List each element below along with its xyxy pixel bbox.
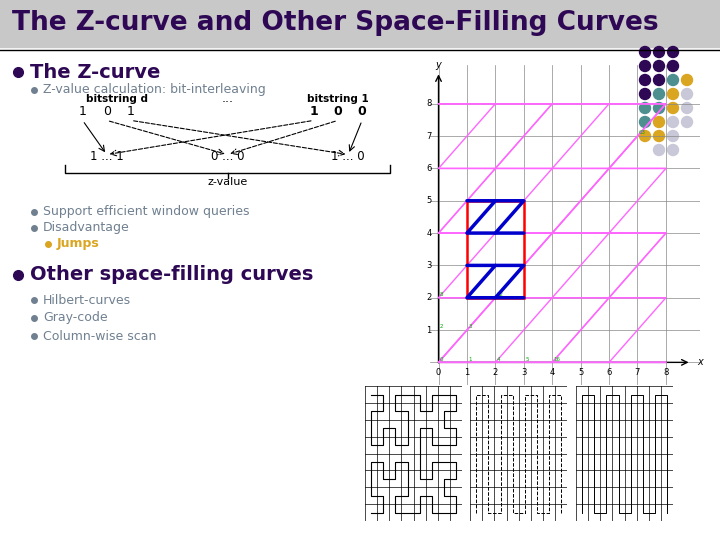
Circle shape xyxy=(667,75,678,85)
Circle shape xyxy=(667,46,678,57)
Text: 5: 5 xyxy=(525,357,528,362)
Text: 0: 0 xyxy=(358,105,366,118)
Text: ...: ... xyxy=(222,92,233,105)
Text: 0: 0 xyxy=(436,368,441,377)
Text: 4: 4 xyxy=(497,357,500,362)
Circle shape xyxy=(639,75,650,85)
Text: y: y xyxy=(436,60,441,70)
Circle shape xyxy=(682,89,693,99)
Text: 63: 63 xyxy=(639,131,646,136)
Circle shape xyxy=(639,89,650,99)
Bar xyxy=(467,201,523,298)
Circle shape xyxy=(667,60,678,71)
Text: bitstring d: bitstring d xyxy=(86,94,148,104)
Text: 3: 3 xyxy=(521,368,526,377)
Text: 0 ... 0: 0 ... 0 xyxy=(211,150,244,163)
Text: Other space-filling curves: Other space-filling curves xyxy=(30,266,313,285)
Text: 1 ... 0: 1 ... 0 xyxy=(331,150,365,163)
Circle shape xyxy=(654,103,665,113)
Text: 1: 1 xyxy=(426,326,431,335)
Text: 4: 4 xyxy=(549,368,555,377)
Text: 7: 7 xyxy=(635,368,640,377)
Text: x: x xyxy=(697,357,703,367)
Text: 32: 32 xyxy=(497,292,504,297)
Text: 2: 2 xyxy=(440,325,444,329)
Text: 8: 8 xyxy=(426,99,431,109)
Circle shape xyxy=(667,117,678,127)
Text: 0: 0 xyxy=(440,357,444,362)
Text: 1: 1 xyxy=(464,368,469,377)
Text: 1 ... 1: 1 ... 1 xyxy=(90,150,124,163)
Text: 0: 0 xyxy=(333,105,342,118)
Text: Jumps: Jumps xyxy=(57,238,100,251)
Circle shape xyxy=(667,103,678,113)
Circle shape xyxy=(682,103,693,113)
Text: 2: 2 xyxy=(426,293,431,302)
Text: 4: 4 xyxy=(426,228,431,238)
Bar xyxy=(0,0,720,47)
Circle shape xyxy=(639,117,650,127)
Circle shape xyxy=(667,145,678,156)
Text: 7: 7 xyxy=(426,132,431,140)
Text: 16: 16 xyxy=(554,357,561,362)
Text: bitstring 1: bitstring 1 xyxy=(307,94,369,104)
Circle shape xyxy=(639,103,650,113)
Circle shape xyxy=(639,46,650,57)
Circle shape xyxy=(639,131,650,141)
Circle shape xyxy=(654,75,665,85)
Circle shape xyxy=(654,145,665,156)
Circle shape xyxy=(654,89,665,99)
Text: 1: 1 xyxy=(469,357,472,362)
Text: The Z-curve: The Z-curve xyxy=(30,63,161,82)
Circle shape xyxy=(667,131,678,141)
Text: 3: 3 xyxy=(469,325,472,329)
Text: Z-value calculation: bit-interleaving: Z-value calculation: bit-interleaving xyxy=(43,84,266,97)
Text: 2: 2 xyxy=(492,368,498,377)
Circle shape xyxy=(667,89,678,99)
Circle shape xyxy=(654,117,665,127)
Text: Support efficient window queries: Support efficient window queries xyxy=(43,206,250,219)
Text: 6: 6 xyxy=(606,368,612,377)
Circle shape xyxy=(654,46,665,57)
Text: Hilbert-curves: Hilbert-curves xyxy=(43,294,131,307)
Circle shape xyxy=(654,131,665,141)
Circle shape xyxy=(682,75,693,85)
Text: z-value: z-value xyxy=(207,177,248,187)
Text: Disadvantage: Disadvantage xyxy=(43,221,130,234)
Text: 1: 1 xyxy=(310,105,318,118)
Text: 5: 5 xyxy=(426,196,431,205)
Text: 3: 3 xyxy=(426,261,431,270)
Text: The Z-curve and Other Space-Filling Curves: The Z-curve and Other Space-Filling Curv… xyxy=(12,10,659,36)
Text: 5: 5 xyxy=(578,368,583,377)
Circle shape xyxy=(654,60,665,71)
Text: 0: 0 xyxy=(103,105,111,118)
Text: 8: 8 xyxy=(440,292,444,297)
Text: 1: 1 xyxy=(78,105,86,118)
Circle shape xyxy=(639,60,650,71)
Text: 6: 6 xyxy=(426,164,431,173)
Circle shape xyxy=(682,117,693,127)
Text: Column-wise scan: Column-wise scan xyxy=(43,329,156,342)
Text: 8: 8 xyxy=(663,368,669,377)
Text: Gray-code: Gray-code xyxy=(43,312,107,325)
Text: 1: 1 xyxy=(127,105,135,118)
